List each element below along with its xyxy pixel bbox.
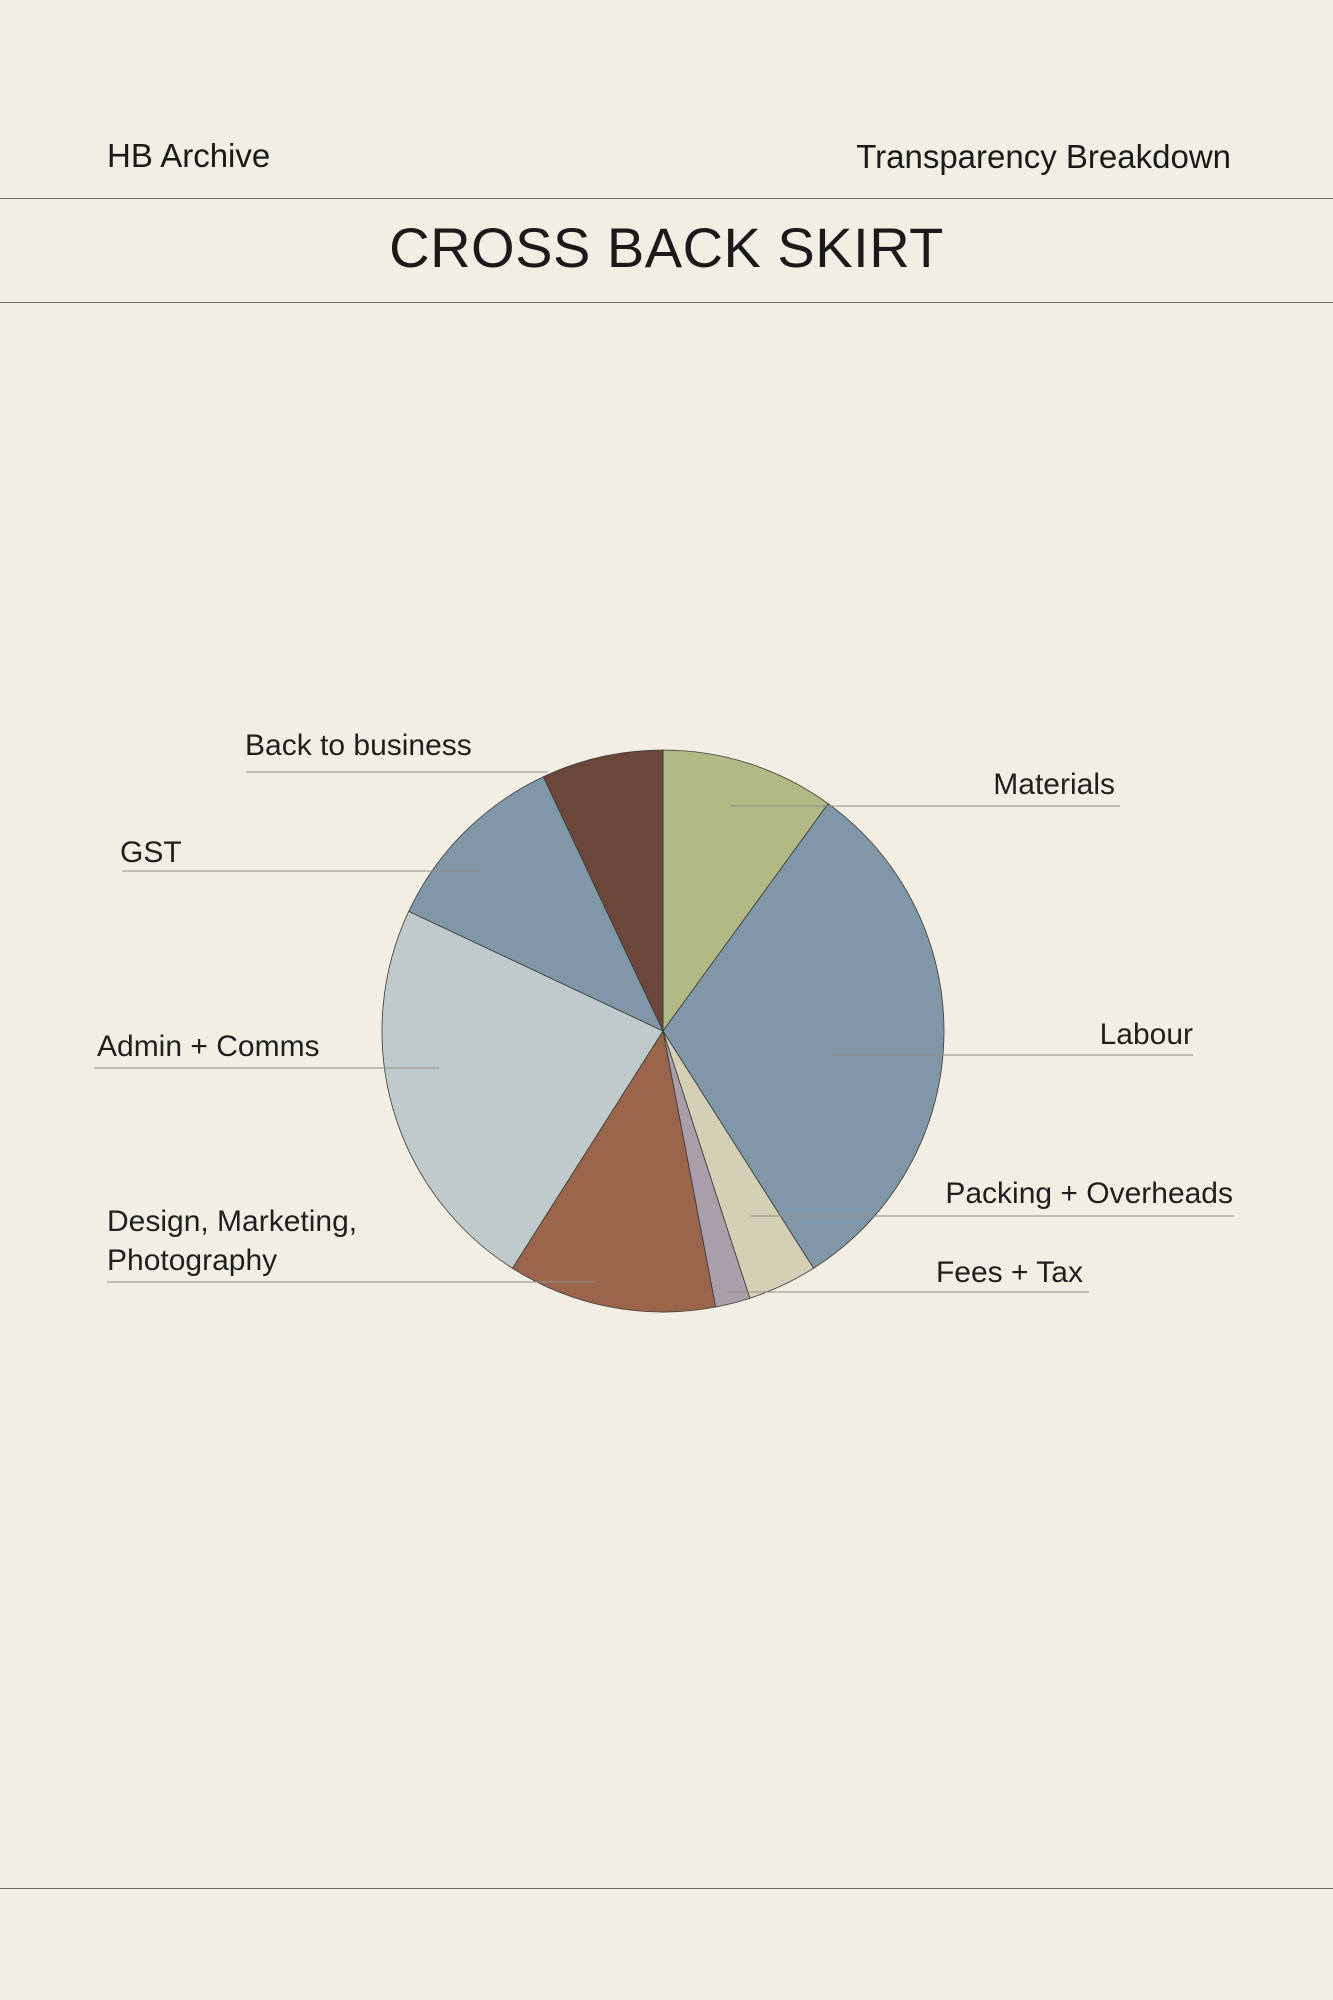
label-back-to-business: Back to business	[245, 729, 472, 762]
page-subtitle: Transparency Breakdown	[856, 138, 1231, 175]
pie-slice-gst	[408, 776, 664, 1032]
pie-slice-design-marketing-photography	[511, 1029, 717, 1313]
divider-bottom	[0, 1888, 1333, 1889]
pie-slice-labour	[662, 803, 945, 1269]
label-admin-comms: Admin + Comms	[97, 1030, 320, 1063]
page-title: CROSS BACK SKIRT	[389, 216, 944, 279]
pie-slice-materials	[662, 749, 829, 1033]
label-gst: GST	[120, 836, 182, 869]
pie-slice-back-to-business	[542, 749, 664, 1032]
divider-top	[0, 198, 1333, 199]
label-fees-tax: Fees + Tax	[936, 1256, 1083, 1289]
label-design-line2: Photography	[107, 1244, 277, 1277]
pie-slice-admin-comms	[381, 910, 664, 1269]
divider-title	[0, 302, 1333, 303]
label-labour: Labour	[1100, 1018, 1193, 1051]
label-materials: Materials	[993, 768, 1115, 801]
brand-name: HB Archive	[107, 137, 271, 174]
label-design-line1: Design, Marketing,	[107, 1205, 357, 1238]
label-packing-overheads: Packing + Overheads	[945, 1177, 1233, 1210]
